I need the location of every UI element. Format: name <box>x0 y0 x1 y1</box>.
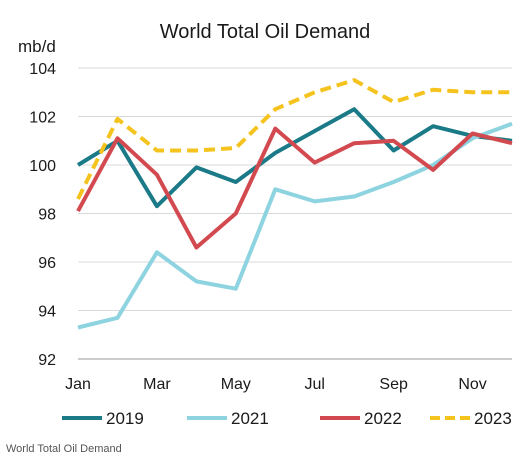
y-tick-labels: 92 94 96 98 100 102 104 <box>29 61 56 369</box>
legend-label-2023: 2023 <box>474 409 512 428</box>
legend-label-2019: 2019 <box>106 409 144 428</box>
y-tick-label: 100 <box>29 158 56 175</box>
chart-title: World Total Oil Demand <box>160 21 370 43</box>
y-tick-label: 104 <box>29 61 56 78</box>
y-tick-label: 96 <box>38 255 56 272</box>
legend-label-2022: 2022 <box>364 409 402 428</box>
legend-label-2021: 2021 <box>231 409 269 428</box>
y-tick-label: 94 <box>38 304 56 321</box>
y-tick-label: 92 <box>38 352 56 369</box>
series-line-2023 <box>76 78 512 200</box>
series-lines <box>76 78 513 330</box>
x-tick-label: Nov <box>458 376 486 393</box>
y-axis-label: mb/d <box>18 37 56 56</box>
series-line-2021 <box>77 121 513 330</box>
x-tick-label: Jul <box>305 376 325 393</box>
x-tick-label: Jan <box>65 376 91 393</box>
x-tick-label: May <box>221 376 251 393</box>
x-tick-label: Mar <box>143 376 171 393</box>
series-line-2022 <box>76 126 513 250</box>
x-tick-label: Sep <box>379 376 408 393</box>
series-line-2019 <box>76 107 513 209</box>
y-tick-label: 98 <box>38 207 56 224</box>
y-tick-label: 102 <box>29 110 56 127</box>
chart-caption: World Total Oil Demand <box>6 443 122 455</box>
x-tick-labels: Jan Mar May Jul Sep Nov <box>65 376 487 393</box>
legend: 2019 2021 2022 2023 <box>62 409 512 428</box>
gridlines <box>78 67 512 360</box>
